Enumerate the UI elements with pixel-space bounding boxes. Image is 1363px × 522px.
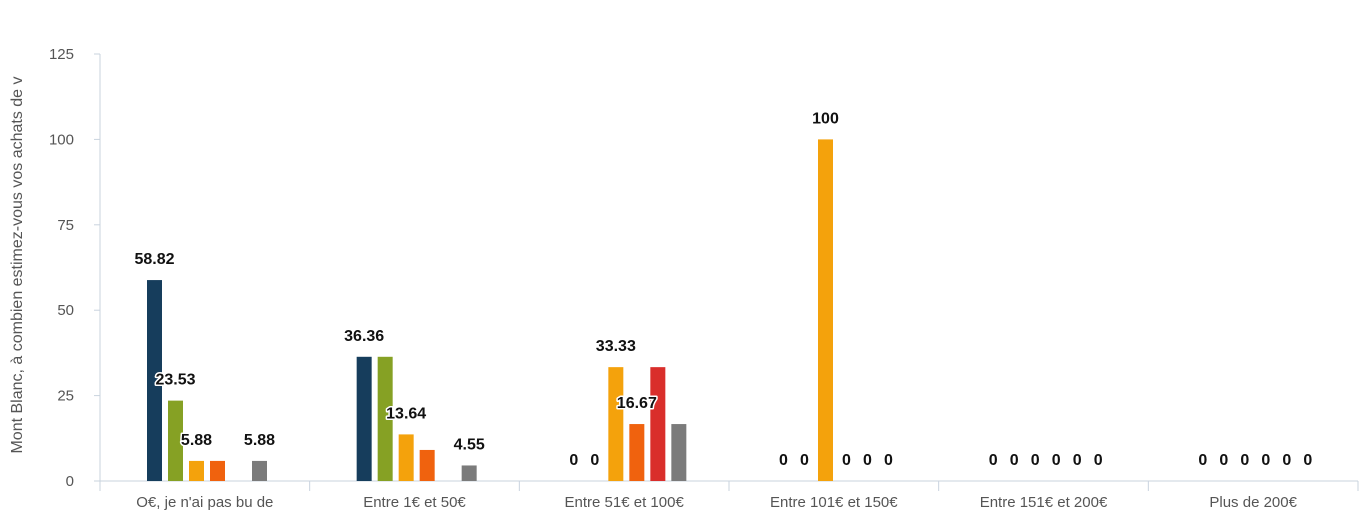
bar [147,280,162,481]
bar [210,460,225,481]
data-label: 0 [884,452,893,469]
bar [252,460,267,481]
bar [608,367,624,481]
data-label: 0 [989,452,998,469]
bar [168,400,183,481]
data-label: 0 [1198,452,1207,469]
data-label: 58.82 [134,251,174,268]
y-tick-label: 0 [66,473,74,490]
data-label: 0 [569,452,578,469]
data-label: 0 [1010,452,1019,469]
data-label: 5.88 [244,432,275,449]
data-label: 0 [863,452,872,469]
bar [461,465,477,481]
x-tick-label: O€, je n'ai pas bu de [136,494,273,511]
x-tick-label: Plus de 200€ [1209,494,1297,511]
y-tick-label: 125 [49,46,74,63]
data-label: 0 [1240,452,1249,469]
data-label: 0 [1303,452,1312,469]
y-tick-label: 100 [49,131,74,148]
y-tick-label: 50 [57,302,74,319]
data-label: 36.36 [344,328,384,345]
data-label: 0 [1073,452,1082,469]
bar [398,434,414,481]
data-label: 0 [1261,452,1270,469]
data-label: 16.67 [617,395,657,412]
bar [671,424,687,481]
plot-area: 0 25 50 75 100 125 O€, je n'ai pas bu de Entre … [49,46,1359,511]
bar [419,449,435,481]
bar [629,424,645,481]
x-tick-label: Entre 1€ et 50€ [363,494,466,511]
data-label: 4.55 [454,436,485,453]
bar [818,139,833,481]
data-label: 0 [1031,452,1040,469]
bar [356,356,372,481]
bar [377,356,393,481]
data-label: 0 [590,452,599,469]
data-label: 5.88 [181,432,212,449]
data-label: 13.64 [386,405,426,422]
data-label: 33.33 [596,338,636,355]
bar [650,367,666,481]
bar [189,460,204,481]
data-label: 23.53 [155,372,195,389]
data-label: 0 [1219,452,1228,469]
data-label: 0 [1094,452,1103,469]
data-label: 0 [1052,452,1061,469]
x-tick-label: Entre 101€ et 150€ [770,494,898,511]
y-axis-label: Mont Blanc, à combien estimez-vous vos a… [9,76,26,453]
y-axis-title: Mont Blanc, à combien estimez-vous vos a… [9,76,26,453]
y-tick-label: 75 [57,217,74,234]
data-label: 100 [812,110,839,127]
x-tick-label: Entre 51€ et 100€ [565,494,685,511]
x-tick-label: Entre 151€ et 200€ [980,494,1108,511]
y-tick-label: 25 [57,388,74,405]
data-label: 0 [800,452,809,469]
data-label: 0 [1282,452,1291,469]
data-label: 0 [842,452,851,469]
data-label: 0 [779,452,788,469]
